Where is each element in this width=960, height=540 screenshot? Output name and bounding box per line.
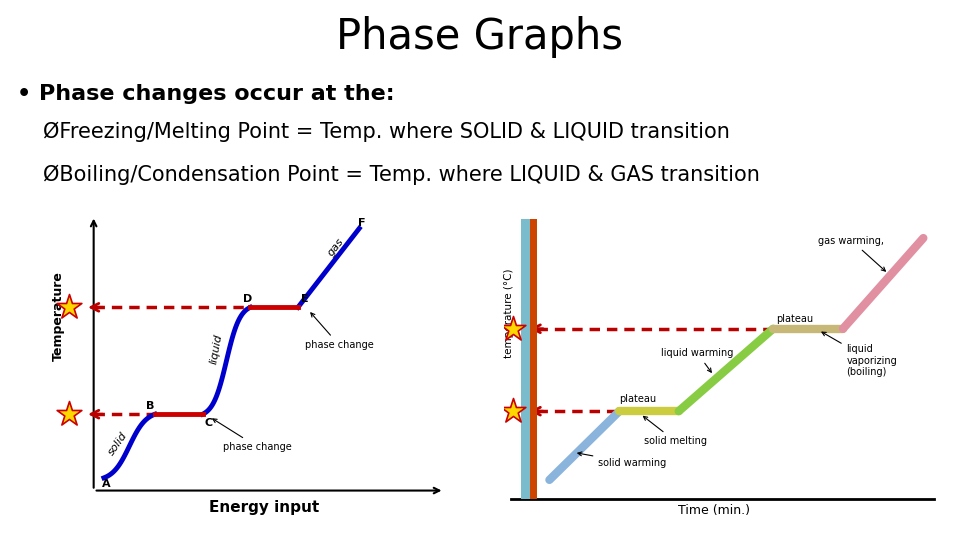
Text: A: A: [102, 479, 110, 489]
Point: [61, 303, 77, 312]
Text: temperature (°C): temperature (°C): [504, 269, 515, 358]
Bar: [530, 219, 538, 499]
Text: solid: solid: [106, 430, 129, 457]
Text: plateau: plateau: [777, 314, 814, 324]
Text: phase change: phase change: [213, 419, 292, 452]
Text: gas warming,: gas warming,: [819, 235, 885, 271]
Text: Time (min.): Time (min.): [678, 504, 750, 517]
Bar: [521, 219, 530, 499]
Text: gas: gas: [325, 237, 346, 259]
Point: [505, 325, 520, 333]
Text: ØFreezing/Melting Point = Temp. where SOLID & LIQUID transition: ØFreezing/Melting Point = Temp. where SO…: [43, 122, 730, 142]
Text: Temperature: Temperature: [52, 271, 64, 361]
Text: F: F: [357, 218, 365, 228]
Text: plateau: plateau: [619, 394, 657, 403]
Text: phase change: phase change: [304, 313, 373, 350]
Text: solid melting: solid melting: [643, 416, 707, 446]
Point: [505, 407, 520, 415]
Text: Energy input: Energy input: [208, 500, 319, 515]
Text: C: C: [204, 417, 212, 428]
Text: • Phase changes occur at the:: • Phase changes occur at the:: [17, 84, 395, 104]
Text: solid warming: solid warming: [578, 452, 666, 468]
Text: liquid
vaporizing
(boiling): liquid vaporizing (boiling): [822, 332, 898, 377]
Text: liquid warming: liquid warming: [661, 348, 733, 372]
Text: liquid: liquid: [208, 333, 224, 365]
Text: D: D: [244, 294, 252, 304]
Text: Phase Graphs: Phase Graphs: [337, 16, 623, 58]
Text: ØBoiling/Condensation Point = Temp. where LIQUID & GAS transition: ØBoiling/Condensation Point = Temp. wher…: [43, 165, 760, 185]
Point: [61, 410, 77, 418]
Text: E: E: [301, 294, 309, 304]
Text: B: B: [147, 401, 155, 411]
